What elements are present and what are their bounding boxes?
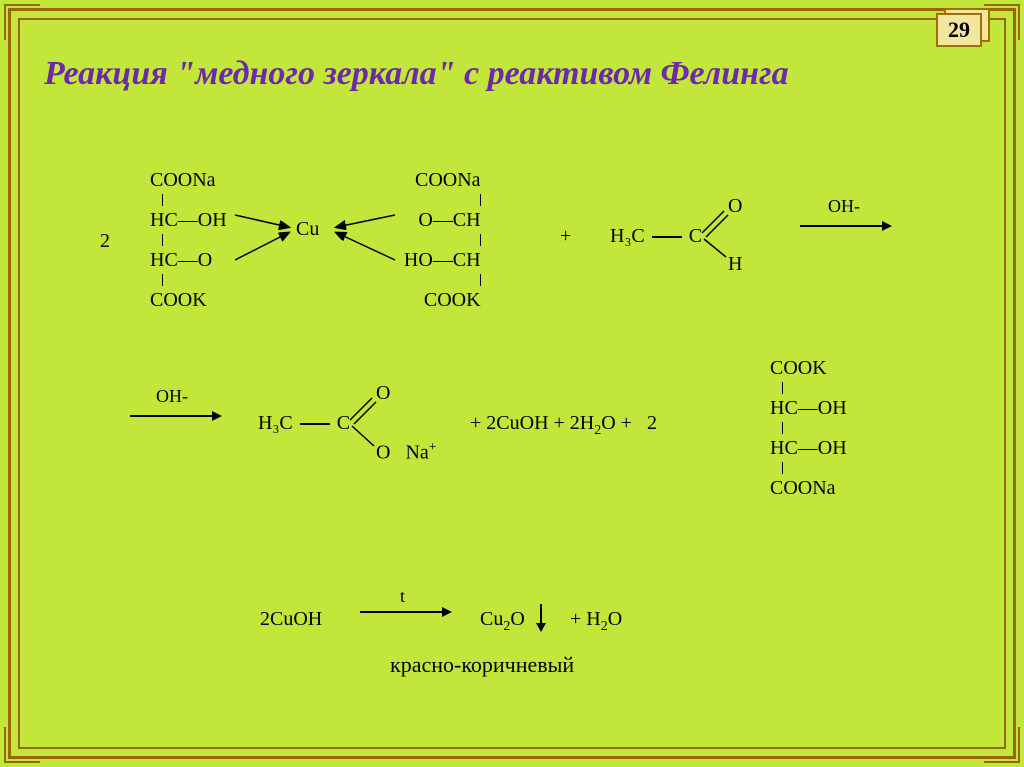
aldehyde: H₃C C O H (610, 225, 702, 248)
arrow-2-label: OH- (156, 386, 188, 407)
plus-1: + (560, 225, 571, 248)
coord-arrows-right (325, 205, 405, 275)
struct-left: COONa HC—OH HC—O COOK (150, 170, 227, 310)
slide-title: Реакция "медного зеркала" с реактивом Фе… (44, 54, 789, 95)
arrow-3 (360, 611, 450, 613)
struct-right: COONa O—CH HO—CH COOK (395, 170, 481, 310)
arrow-1 (800, 225, 890, 227)
precip-arrow (540, 604, 542, 624)
arrow-3-label: t (400, 586, 405, 607)
page-number-badge: 29 (934, 8, 990, 48)
corner-br (984, 727, 1020, 763)
acetate: H₃C C O O Na+ (258, 412, 350, 435)
corner-tl (4, 4, 40, 40)
tartrate: COOK HC—OH HC—OH COONa (770, 358, 847, 498)
cu-atom: Cu (296, 218, 319, 241)
page-number: 29 (936, 13, 982, 47)
arrow-2 (130, 415, 220, 417)
arrow-1-label: OH- (828, 196, 860, 217)
color-label: красно-коричневый (390, 652, 574, 678)
cu2o: Cu2O (480, 608, 525, 635)
corner-bl (4, 727, 40, 763)
row2-terms: + 2CuOH + 2H2O + 2 (470, 412, 657, 439)
cuoh: 2CuOH (260, 608, 322, 631)
inner-border (18, 18, 1006, 749)
slide: 29 Реакция "медного зеркала" с реактивом… (0, 0, 1024, 767)
h2o: + H2O (570, 608, 622, 635)
coef-2: 2 (100, 230, 110, 253)
